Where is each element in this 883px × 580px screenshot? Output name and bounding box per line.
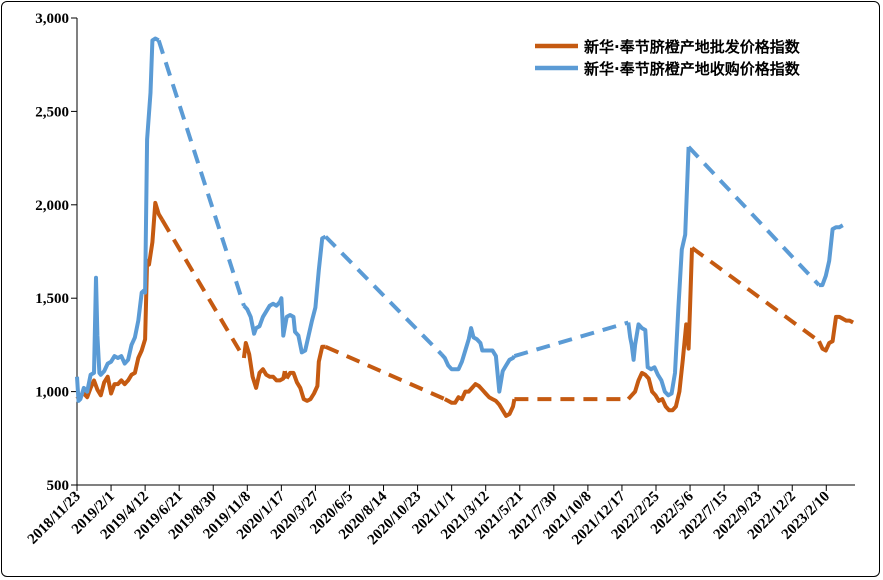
series-line-segment [241, 341, 287, 390]
series-line-segment [443, 382, 517, 418]
series-1 [75, 36, 844, 403]
series-dashed-segment [324, 344, 446, 401]
series-0 [75, 200, 855, 418]
x-tick-label: 2018/11/23 [25, 489, 84, 548]
y-tick-label: 500 [47, 478, 70, 494]
series-dashed-segment [690, 246, 821, 343]
x-axis: 2018/11/232019/2/12019/4/122019/6/212019… [25, 484, 855, 548]
series-dashed-segment [513, 320, 629, 359]
y-tick-label: 2,500 [35, 104, 69, 120]
series-line-segment [626, 146, 691, 398]
series-line-segment [817, 314, 855, 353]
series-line-segment [439, 326, 517, 394]
series-dashed-segment [156, 39, 246, 307]
y-tick-label: 1,500 [35, 291, 69, 307]
plot-series [75, 36, 855, 418]
series-line-segment [626, 247, 694, 413]
series-dashed-segment [324, 235, 443, 356]
series-line-segment [242, 234, 327, 355]
legend-label-purchase: 新华·奉节脐橙产地收购价格指数 [584, 60, 801, 78]
series-dashed-segment [687, 145, 821, 287]
series-line-segment [284, 344, 326, 403]
series-line-segment [819, 223, 844, 288]
series-dashed-segment [160, 218, 246, 360]
series-line-segment [75, 36, 160, 403]
y-tick-label: 3,000 [35, 11, 69, 27]
legend: 新华·奉节脐橙产地批发价格指数 新华·奉节脐橙产地收购价格指数 [535, 38, 801, 78]
series-line-segment [75, 200, 164, 401]
y-axis: 3,000 2,500 2,000 1,500 1,000 500 [35, 11, 78, 494]
legend-label-wholesale: 新华·奉节脐橙产地批发价格指数 [584, 38, 801, 56]
y-tick-label: 1,000 [35, 385, 69, 401]
y-tick-label: 2,000 [35, 198, 69, 214]
